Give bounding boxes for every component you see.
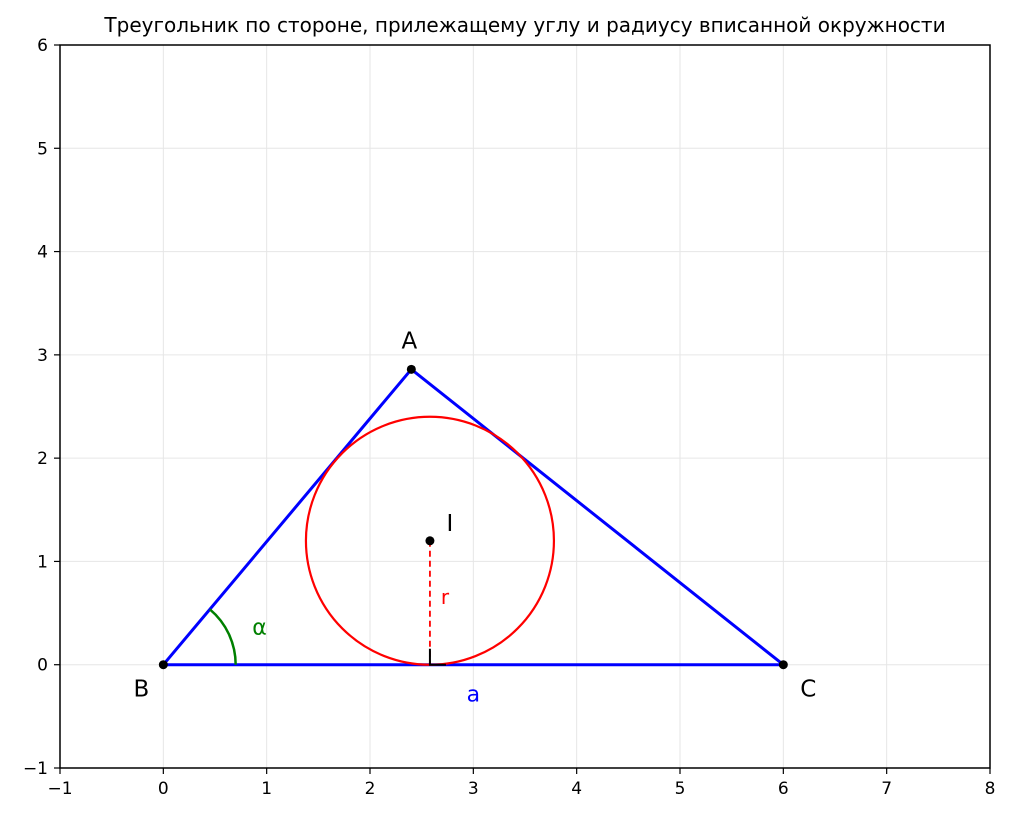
y-tick-label: 2 [37,449,48,469]
vertex-c-label: C [800,677,816,703]
vertex-a-point [406,364,416,374]
figure-title: Треугольник по стороне, прилежащему углу… [103,13,945,37]
x-tick-label: 6 [778,779,789,799]
y-tick-label: 0 [37,656,48,676]
right-angle-marker [428,648,446,666]
angle-alpha-label: α [252,616,267,641]
x-tick-label: 1 [261,779,272,799]
y-tick-label: 5 [37,139,48,159]
radius-label: r [441,585,450,609]
x-tick-label: −1 [47,779,72,799]
axes-frame [59,44,991,769]
incenter-label: I [447,511,454,537]
x-tick-label: 5 [675,779,686,799]
side-a-label: a [467,683,480,708]
y-tick-label: 3 [37,346,48,366]
y-tick-label: 1 [37,552,48,572]
vertex-c-point [778,660,788,670]
x-tick-label: 0 [158,779,169,799]
angle-alpha-arc [209,608,237,665]
triangle-abc [161,367,785,667]
vertex-a-label: A [401,328,417,354]
y-tick-label: 4 [37,243,48,263]
incenter-point [425,536,435,546]
vertex-b-point [158,660,168,670]
x-tick-label: 7 [881,779,892,799]
x-tick-label: 3 [468,779,479,799]
y-tick-label: 6 [37,36,48,56]
x-tick-label: 4 [571,779,582,799]
y-tick-label: −1 [23,759,48,779]
x-tick-label: 2 [365,779,376,799]
axis-ticks: −1 0 1 2 3 4 5 6 7 8 −1 0 1 2 3 4 5 6 [23,36,995,799]
geometry: A B C I r a α [133,328,816,707]
x-tick-label: 8 [985,779,996,799]
vertex-b-label: B [133,677,149,703]
